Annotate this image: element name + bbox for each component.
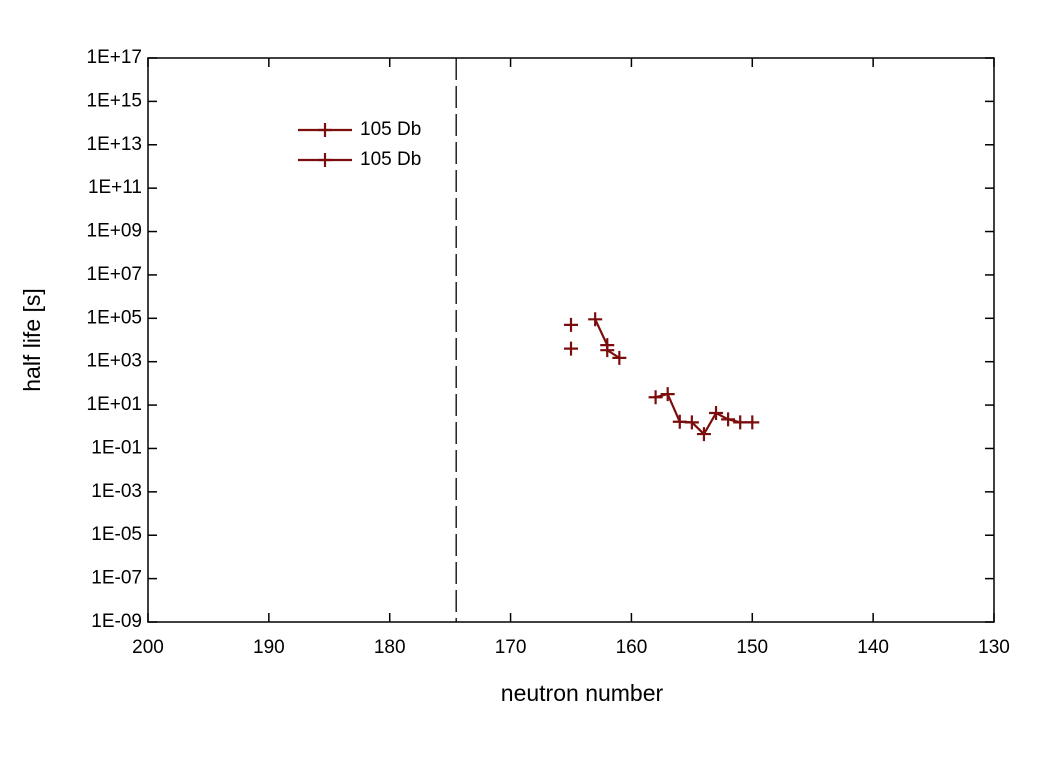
data-point	[648, 390, 663, 405]
legend-label: 105 Db	[360, 119, 421, 140]
y-tick-label: 1E+17	[87, 47, 142, 68]
y-tick-label: 1E+13	[87, 134, 142, 155]
data-point	[721, 412, 736, 427]
y-tick-label: 1E+15	[87, 90, 142, 111]
x-tick-label: 200	[132, 637, 164, 658]
y-axis-title: half life [s]	[19, 288, 45, 392]
x-tick-label: 140	[857, 637, 889, 658]
x-tick-label: 130	[978, 637, 1010, 658]
y-tick-label: 1E-07	[91, 568, 142, 589]
data-point	[672, 414, 687, 429]
y-tick-label: 1E-01	[91, 437, 142, 458]
y-tick-label: 1E-09	[91, 611, 142, 632]
data-point	[612, 350, 627, 365]
y-tick-label: 1E+11	[88, 177, 142, 198]
data-point	[684, 415, 699, 430]
x-tick-label: 150	[736, 637, 768, 658]
data-point	[745, 415, 760, 430]
plot-frame	[147, 57, 995, 623]
data-point	[696, 427, 711, 442]
data-point	[600, 343, 615, 358]
data-point	[660, 387, 675, 402]
y-tick-label: 1E+01	[87, 394, 142, 415]
data-point	[733, 415, 748, 430]
x-tick-label: 180	[374, 637, 406, 658]
y-tick-label: 1E-03	[91, 481, 142, 502]
x-tick-label: 190	[253, 637, 285, 658]
data-point	[564, 317, 578, 332]
legend-marker	[318, 153, 332, 167]
data-point	[709, 406, 724, 421]
legend-label: 105 Db	[360, 149, 421, 170]
y-tick-label: 1E+05	[87, 307, 142, 328]
x-axis-title: neutron number	[501, 680, 664, 706]
legend-marker	[318, 123, 332, 137]
x-tick-label: 170	[495, 637, 527, 658]
y-tick-label: 1E+07	[87, 264, 142, 285]
y-tick-label: 1E+09	[87, 221, 142, 242]
data-point	[564, 341, 578, 356]
x-tick-label: 160	[616, 637, 648, 658]
data-point	[588, 312, 603, 327]
y-tick-label: 1E-05	[91, 524, 142, 545]
y-tick-label: 1E+03	[87, 351, 142, 372]
